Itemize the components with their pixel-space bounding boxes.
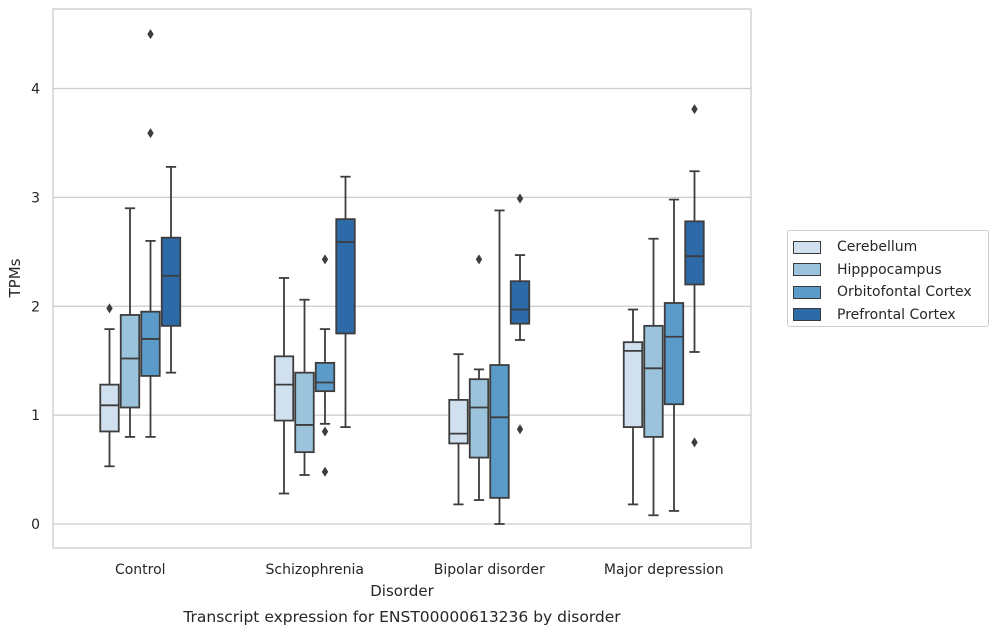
x-axis-title: Disorder bbox=[370, 582, 434, 600]
boxes bbox=[99, 29, 705, 525]
legend-swatch bbox=[793, 308, 821, 322]
iqr-box bbox=[294, 371, 315, 454]
y-tick-labels: 0 1 2 3 4 bbox=[31, 82, 40, 534]
iqr-box bbox=[160, 236, 182, 327]
y-tick-label: 3 bbox=[31, 190, 40, 206]
legend-item: Hipppocampus bbox=[793, 259, 988, 282]
plot-frame bbox=[52, 8, 752, 549]
iqr-box bbox=[622, 341, 644, 429]
gridlines bbox=[53, 87, 751, 525]
box-hipppocampus bbox=[294, 298, 315, 476]
legend-item: Orbitofontal Cortex bbox=[793, 281, 988, 304]
box-orbitofontal-cortex bbox=[489, 209, 510, 525]
chart-caption: Transcript expression for ENST0000061323… bbox=[182, 608, 621, 626]
legend-swatch bbox=[793, 263, 821, 277]
box-cerebellum bbox=[273, 277, 295, 495]
outlier-point bbox=[147, 29, 154, 40]
x-tick-label: Schizophrenia bbox=[266, 562, 364, 578]
outlier-point bbox=[321, 466, 329, 477]
box-orbitofontal-cortex bbox=[663, 198, 685, 512]
iqr-box bbox=[140, 310, 161, 377]
legend-swatch bbox=[793, 285, 821, 299]
iqr-box bbox=[663, 302, 685, 406]
x-tick-label: Bipolar disorder bbox=[434, 562, 545, 578]
box-prefrontal-cortex bbox=[509, 193, 531, 435]
legend-label: Hipppocampus bbox=[837, 261, 942, 278]
y-tick-label: 2 bbox=[31, 299, 40, 315]
legend-swatch bbox=[793, 240, 821, 254]
box-orbitofontal-cortex bbox=[140, 29, 161, 438]
y-tick-label: 1 bbox=[31, 408, 40, 424]
iqr-box bbox=[335, 218, 356, 335]
y-axis-title: TPMs bbox=[6, 258, 24, 298]
box-cerebellum bbox=[99, 303, 120, 468]
y-tick-label: 4 bbox=[31, 82, 40, 98]
outlier-point bbox=[106, 303, 113, 314]
iqr-box bbox=[509, 280, 531, 325]
iqr-box bbox=[684, 220, 705, 286]
outlier-point bbox=[321, 426, 329, 437]
box-prefrontal-cortex bbox=[335, 175, 356, 429]
box-hipppocampus bbox=[119, 207, 141, 438]
box-hipppocampus bbox=[643, 237, 664, 517]
outlier-point bbox=[516, 424, 524, 435]
iqr-box bbox=[489, 364, 510, 499]
iqr-box bbox=[468, 378, 490, 459]
legend-item: Prefrontal Cortex bbox=[793, 304, 988, 327]
box-cerebellum bbox=[448, 353, 469, 506]
box-orbitofontal-cortex bbox=[314, 254, 336, 477]
legend: Cerebellum Hipppocampus Orbitofontal Corte… bbox=[787, 230, 989, 327]
legend-label: Orbitofontal Cortex bbox=[837, 284, 972, 301]
legend-item: Cerebellum bbox=[793, 236, 988, 259]
x-tick-label: Major depression bbox=[604, 562, 724, 578]
box-prefrontal-cortex bbox=[684, 104, 705, 448]
legend-label: Prefrontal Cortex bbox=[837, 306, 956, 323]
outlier-point bbox=[321, 254, 329, 265]
box-hipppocampus bbox=[468, 254, 490, 501]
iqr-box bbox=[273, 355, 295, 422]
iqr-box bbox=[119, 314, 141, 409]
box-cerebellum bbox=[622, 308, 644, 506]
box-prefrontal-cortex bbox=[160, 165, 182, 374]
iqr-box bbox=[643, 324, 664, 438]
outlier-point bbox=[691, 104, 698, 115]
iqr-box bbox=[99, 383, 120, 433]
y-tick-label: 0 bbox=[31, 517, 40, 533]
outlier-point bbox=[691, 437, 698, 448]
outlier-point bbox=[516, 193, 524, 204]
outlier-point bbox=[147, 128, 154, 139]
iqr-box bbox=[448, 398, 469, 445]
outlier-point bbox=[475, 254, 483, 265]
x-tick-labels: Control Schizophrenia Bipolar disorder Majo… bbox=[115, 562, 724, 578]
x-tick-label: Control bbox=[115, 562, 166, 578]
legend-label: Cerebellum bbox=[837, 239, 918, 256]
iqr-box bbox=[314, 361, 336, 393]
